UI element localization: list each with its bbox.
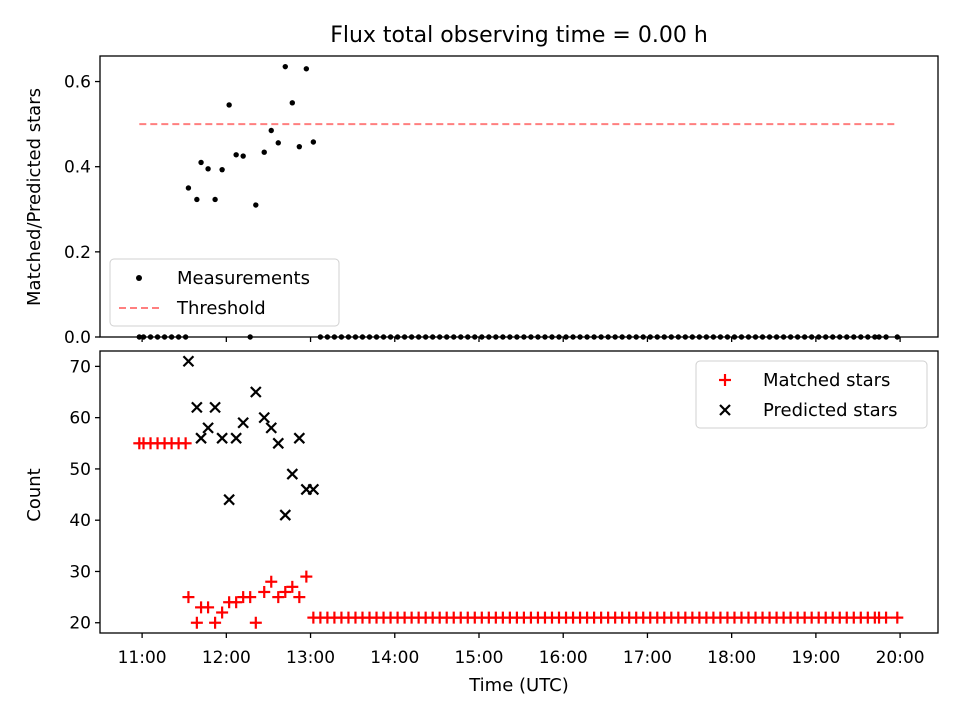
count-y-ticks: 20 30 40 50 60 70 <box>69 357 100 634</box>
legend-predicted-label: Predicted stars <box>763 400 897 421</box>
ratio-panel: 0.0 0.2 0.4 0.6 Matched/Predicted stars Mea… <box>24 55 939 348</box>
predicted-stars-point <box>279 509 292 521</box>
predicted-stars-point <box>195 432 207 444</box>
matched-stars-point <box>258 585 271 598</box>
predicted-stars-point <box>191 401 203 414</box>
matched-stars-point <box>880 611 893 624</box>
measurement-point <box>240 153 246 159</box>
predicted-stars-point <box>250 386 262 398</box>
x-tick-label: 12:00 <box>202 648 251 668</box>
ratio-legend: Measurements Threshold <box>109 258 340 327</box>
predicted-stars-point <box>307 483 320 496</box>
matched-stars-point <box>272 591 285 604</box>
x-tick-label: 13:00 <box>286 648 335 668</box>
matched-stars-point <box>179 437 192 450</box>
y-tick-label: 60 <box>69 409 91 429</box>
x-tick-label: 15:00 <box>454 648 503 668</box>
x-tick-label: 19:00 <box>791 648 840 668</box>
matched-stars-point <box>293 591 306 604</box>
matched-stars-point <box>286 580 299 593</box>
y-tick-label: 0.6 <box>64 73 91 93</box>
measurement-point <box>253 202 259 208</box>
measurement-point <box>233 152 239 158</box>
measurement-point <box>205 166 211 172</box>
x-tick-label: 11:00 <box>118 648 167 668</box>
count-legend: Matched stars Predicted stars <box>695 360 928 429</box>
x-tick-label: 17:00 <box>623 648 672 668</box>
chart-title: Flux total observing time = 0.00 h <box>330 23 708 48</box>
predicted-stars-point <box>272 437 285 450</box>
x-axis-label: Time (UTC) <box>468 675 569 696</box>
measurement-point <box>198 159 204 166</box>
measurement-point <box>212 196 218 203</box>
predicted-stars-point <box>202 422 214 434</box>
count-axes-frame <box>99 350 939 634</box>
x-tick-label: 18:00 <box>707 648 756 668</box>
predicted-stars-point <box>293 432 306 444</box>
measurement-point <box>185 185 192 191</box>
predicted-stars-point <box>237 417 249 429</box>
matched-stars-point <box>190 616 203 629</box>
predicted-stars-point <box>258 411 271 424</box>
y-tick-label: 0.4 <box>64 158 91 178</box>
matched-stars-point <box>202 601 215 614</box>
y-tick-label: 0.2 <box>64 243 91 263</box>
predicted-stars-point <box>286 468 299 480</box>
measurement-point <box>275 140 281 146</box>
predicted-stars-point <box>223 493 235 506</box>
predicted-stars-point <box>230 432 242 444</box>
predicted-stars-point <box>209 401 221 414</box>
predicted-stars-point <box>265 422 278 434</box>
matched-stars-point <box>279 585 292 598</box>
legend-predicted-marker <box>719 404 731 416</box>
legend-threshold-label: Threshold <box>176 298 266 319</box>
ratio-axes-frame <box>99 55 939 338</box>
matched-stars-point <box>891 611 904 624</box>
measurement-point <box>289 100 296 106</box>
ratio-legend-box <box>109 258 340 327</box>
count-marks <box>133 355 904 629</box>
count-legend-box <box>695 360 928 429</box>
matched-stars-point <box>182 591 195 604</box>
measurement-point <box>194 196 200 203</box>
measurement-point <box>226 102 232 108</box>
matched-stars-point <box>265 575 278 588</box>
measurement-point <box>261 149 267 155</box>
measurement-point <box>310 139 317 145</box>
legend-matched-marker <box>719 374 731 386</box>
y-tick-label: 50 <box>69 460 91 480</box>
ratio-x-ticks <box>141 337 901 342</box>
ratio-y-ticks: 0.0 0.2 0.4 0.6 <box>64 73 100 348</box>
y-tick-label: 30 <box>69 562 91 582</box>
measurement-point <box>268 127 274 134</box>
predicted-stars-point <box>182 355 195 368</box>
predicted-stars-point <box>216 432 228 444</box>
legend-matched-label: Matched stars <box>763 370 890 391</box>
legend-measurements-marker <box>136 275 142 281</box>
legend-measurements-label: Measurements <box>177 268 310 289</box>
count-y-axis-label: Count <box>24 468 45 521</box>
count-panel: 20 30 40 50 60 70 11:00 12:00 13:00 14:00 15:00 16… <box>24 350 939 696</box>
y-tick-label: 40 <box>69 511 91 531</box>
ratio-y-axis-label: Matched/Predicted stars <box>24 88 45 306</box>
measurement-point <box>303 66 310 72</box>
x-tick-label: 16:00 <box>539 648 588 668</box>
measurement-point <box>282 63 288 70</box>
matched-stars-point <box>249 616 262 629</box>
matched-stars-point <box>216 606 229 619</box>
count-x-ticks: 11:00 12:00 13:00 14:00 15:00 16:00 17:00 18:00… <box>118 633 925 668</box>
x-tick-label: 20:00 <box>876 648 925 668</box>
measurement-point <box>219 166 225 173</box>
matched-stars-point <box>244 591 257 604</box>
matched-stars-point <box>209 616 222 629</box>
matched-stars-point <box>230 596 243 609</box>
matched-stars-point <box>300 570 313 583</box>
x-tick-label: 14:00 <box>370 648 419 668</box>
y-tick-label: 20 <box>69 614 91 634</box>
y-tick-label: 70 <box>69 357 91 377</box>
y-tick-label: 0.0 <box>64 328 91 348</box>
measurement-point <box>296 143 303 150</box>
